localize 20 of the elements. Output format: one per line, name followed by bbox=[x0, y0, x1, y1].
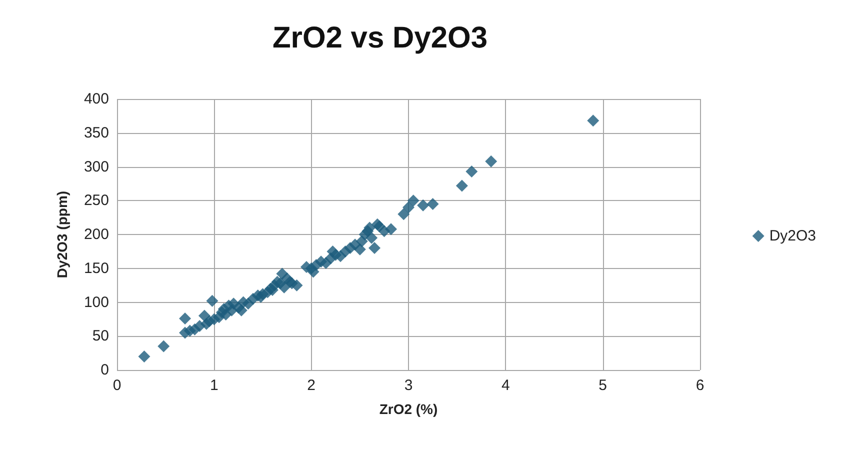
y-tick-label: 400 bbox=[84, 90, 109, 108]
x-tick-label: 0 bbox=[112, 377, 122, 394]
x-tick-label: 6 bbox=[696, 377, 704, 394]
y-tick-label: 300 bbox=[84, 158, 109, 176]
y-tick-label: 350 bbox=[84, 124, 109, 142]
x-tick-label: 2 bbox=[307, 377, 316, 394]
chart-title: ZrO2 vs Dy2O3 bbox=[272, 22, 488, 54]
y-axis-title: Dy2O3 (ppm) bbox=[54, 190, 70, 278]
x-tick-label: 4 bbox=[501, 377, 510, 394]
y-tick-label: 200 bbox=[84, 226, 109, 243]
y-tick-label: 50 bbox=[92, 328, 109, 345]
x-tick-label: 5 bbox=[598, 377, 608, 394]
y-tick-label: 250 bbox=[84, 192, 109, 210]
legend-label: Dy2O3 bbox=[769, 228, 816, 244]
y-tick-label: 0 bbox=[100, 362, 109, 378]
x-tick-label: 1 bbox=[210, 377, 218, 394]
y-tick-label: 100 bbox=[84, 294, 109, 311]
x-tick-label: 3 bbox=[404, 377, 413, 394]
y-tick-label: 150 bbox=[84, 260, 109, 277]
x-axis-title: ZrO2 (%) bbox=[379, 401, 438, 417]
